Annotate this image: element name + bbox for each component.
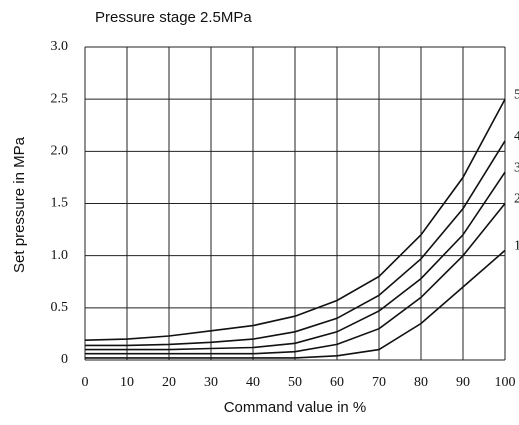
x-tick-label: 100 <box>495 375 516 390</box>
series-label: 4 <box>514 129 519 144</box>
y-tick-label: 2.0 <box>51 144 69 159</box>
x-tick-label: 20 <box>162 375 176 390</box>
chart-title: Pressure stage 2.5MPa <box>95 9 252 26</box>
curve <box>85 171 506 351</box>
y-tick-label: 2.5 <box>51 91 69 106</box>
x-tick-label: 60 <box>330 375 344 390</box>
curve <box>85 249 506 359</box>
series-label: 3 <box>514 160 519 175</box>
x-tick-label: 80 <box>414 375 428 390</box>
x-tick-label: 30 <box>204 375 218 390</box>
y-tick-label: 0.5 <box>51 300 69 315</box>
x-tick-label: 90 <box>456 375 470 390</box>
x-tick-label: 10 <box>120 375 134 390</box>
x-tick-label: 50 <box>288 375 302 390</box>
y-tick-label: 3.0 <box>51 39 69 54</box>
x-tick-label: 40 <box>246 375 260 390</box>
y-tick-label: 1.0 <box>51 248 69 263</box>
curve <box>84 98 506 341</box>
y-axis-label: Set pressure in MPa <box>11 136 28 273</box>
curve <box>85 140 506 347</box>
series-label: 5 <box>514 87 519 102</box>
x-tick-label: 70 <box>372 375 386 390</box>
y-tick-label: 1.5 <box>51 196 69 211</box>
curve <box>85 202 506 355</box>
series-label: 2 <box>514 192 519 207</box>
series-label: 1 <box>514 239 519 254</box>
x-axis-label: Command value in % <box>224 399 367 416</box>
y-tick-label: 0 <box>61 352 68 367</box>
x-tick-label: 0 <box>82 375 89 390</box>
